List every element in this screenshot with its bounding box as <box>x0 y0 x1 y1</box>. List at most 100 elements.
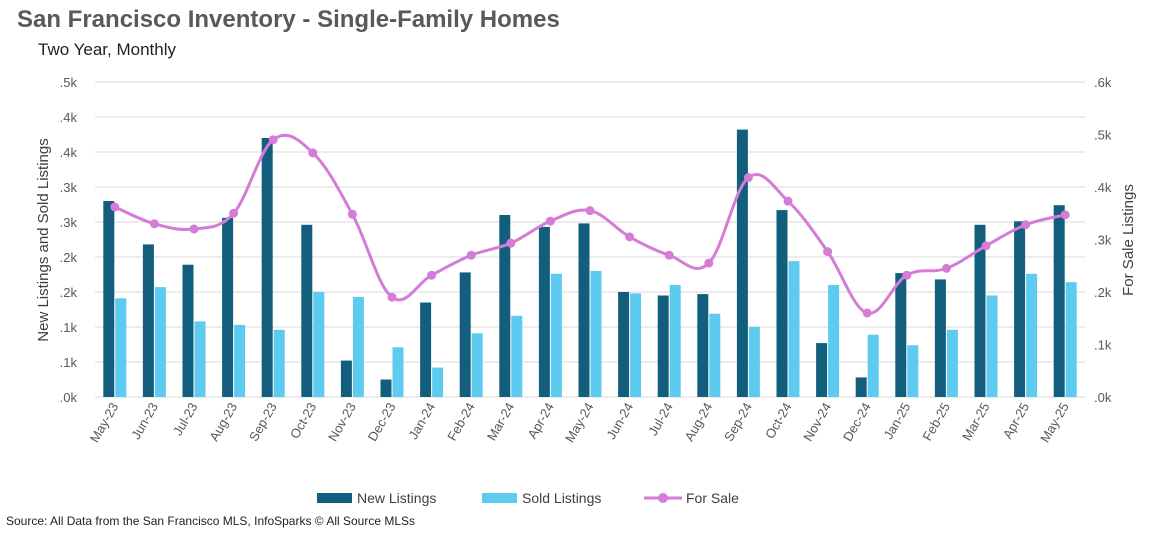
bar-sold-listings <box>234 324 246 397</box>
x-tick-label: Apr-24 <box>524 400 557 441</box>
bar-new-listings <box>618 292 630 397</box>
left-tick-label: .3k <box>60 180 78 195</box>
bar-new-listings <box>1014 221 1026 397</box>
left-tick-label: .0k <box>60 390 78 405</box>
for-sale-point <box>823 247 833 257</box>
for-sale-point <box>149 219 159 229</box>
legend-label-for-sale: For Sale <box>686 490 739 506</box>
legend-label-new-listings: New Listings <box>357 490 436 506</box>
chart-title: San Francisco Inventory - Single-Family … <box>17 6 560 33</box>
bar-new-listings <box>142 244 154 397</box>
left-axis-title: New Listings and Sold Listings <box>35 138 52 341</box>
bar-new-listings <box>934 279 946 397</box>
for-sale-point <box>783 196 793 206</box>
x-tick-label: Aug-24 <box>681 400 715 444</box>
x-tick-label: Feb-25 <box>919 400 953 443</box>
legend-label-sold-listings: Sold Listings <box>522 490 601 506</box>
bar-sold-listings <box>986 295 998 397</box>
x-tick-label: Aug-23 <box>206 400 240 444</box>
bar-sold-listings <box>1065 282 1077 397</box>
x-tick-label: Feb-24 <box>444 400 478 443</box>
bar-new-listings <box>380 379 392 397</box>
x-tick-label: Nov-24 <box>800 400 834 444</box>
x-tick-label: Jul-23 <box>170 400 201 438</box>
bars <box>103 129 1077 397</box>
for-sale-point <box>506 238 516 248</box>
x-tick-label: Jun-24 <box>603 400 636 442</box>
x-tick-label: May-25 <box>1037 400 1072 445</box>
right-tick-label: .4k <box>1094 180 1112 195</box>
right-tick-label: .3k <box>1094 233 1112 248</box>
bar-sold-listings <box>748 327 760 397</box>
bar-sold-listings <box>867 334 879 397</box>
left-tick-label: .2k <box>60 250 78 265</box>
x-tick-label: Nov-23 <box>325 400 359 444</box>
grid-lines <box>95 81 1085 398</box>
bar-sold-listings <box>1026 273 1038 397</box>
bar-new-listings <box>816 343 828 397</box>
bar-sold-listings <box>154 287 166 397</box>
bar-sold-listings <box>313 292 325 397</box>
for-sale-point <box>427 270 437 280</box>
for-sale-point <box>743 173 753 183</box>
right-axis-ticks: .0k .1k .2k .3k .4k .5k .6k <box>1094 75 1112 405</box>
x-tick-label: Dec-23 <box>365 400 399 444</box>
for-sale-series-line <box>114 133 1066 315</box>
for-sale-point <box>981 241 991 251</box>
bar-new-listings <box>974 224 986 397</box>
legend-swatch-sold-listings <box>482 493 517 503</box>
bar-new-listings <box>776 210 788 397</box>
bar-sold-listings <box>511 315 523 397</box>
bar-new-listings <box>103 201 115 397</box>
bar-sold-listings <box>471 333 483 397</box>
x-tick-label: Mar-24 <box>484 400 518 443</box>
bar-sold-listings <box>273 329 285 397</box>
bar-sold-listings <box>788 261 800 397</box>
bar-new-listings <box>578 223 590 397</box>
bar-new-listings <box>182 264 194 397</box>
for-sale-point <box>1021 220 1031 230</box>
x-tick-label: Apr-25 <box>1000 400 1033 441</box>
bar-sold-listings <box>709 313 721 397</box>
bar-new-listings <box>657 295 669 397</box>
for-sale-point <box>347 209 357 219</box>
for-sale-point <box>545 216 555 226</box>
for-sale-point <box>387 292 397 302</box>
chart-subtitle: Two Year, Monthly <box>38 40 176 59</box>
bar-new-listings <box>736 129 748 397</box>
left-tick-label: .4k <box>60 110 78 125</box>
bar-new-listings <box>499 215 511 397</box>
bar-sold-listings <box>352 296 364 397</box>
for-sale-point <box>585 206 595 216</box>
bar-sold-listings <box>828 285 840 397</box>
x-tick-label: Oct-23 <box>287 400 319 441</box>
bar-sold-listings <box>669 285 681 397</box>
bar-new-listings <box>420 302 432 397</box>
right-tick-label: .2k <box>1094 285 1112 300</box>
x-tick-label: Dec-24 <box>840 400 874 444</box>
for-sale-point <box>902 270 912 280</box>
for-sale-point <box>110 202 120 212</box>
right-tick-label: .1k <box>1094 338 1112 353</box>
x-tick-label: Jun-23 <box>128 400 161 442</box>
bar-sold-listings <box>946 329 958 397</box>
right-tick-label: .5k <box>1094 128 1112 143</box>
for-sale-point <box>308 148 318 158</box>
bar-sold-listings <box>630 293 642 397</box>
bar-sold-listings <box>194 321 206 397</box>
for-sale-point <box>625 232 635 242</box>
x-tick-label: Jul-24 <box>645 400 676 438</box>
for-sale-point <box>466 250 476 260</box>
bar-new-listings <box>1053 205 1065 397</box>
bar-new-listings <box>340 360 352 397</box>
bar-new-listings <box>697 294 709 397</box>
for-sale-point <box>704 258 714 268</box>
left-tick-label: .2k <box>60 285 78 300</box>
bar-new-listings <box>459 272 471 397</box>
bar-new-listings <box>222 217 234 397</box>
for-sale-point <box>862 308 872 318</box>
for-sale-point <box>941 263 951 273</box>
bar-sold-listings <box>115 298 127 397</box>
x-tick-label: Oct-24 <box>762 400 794 441</box>
bar-new-listings <box>895 273 907 397</box>
